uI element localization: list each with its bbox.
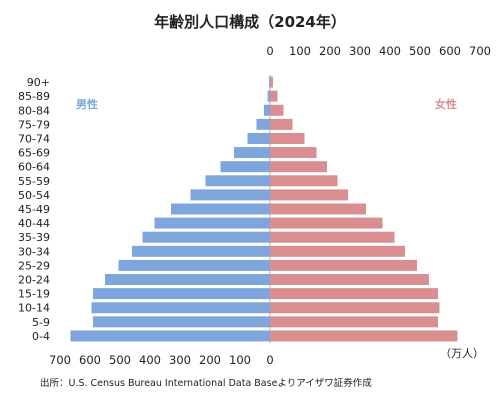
age-label-85-89: 85-89 [18,90,50,103]
bottom-tick-400: 400 [139,353,161,367]
top-tick-200: 200 [319,44,341,58]
male-bar-5-9 [93,316,270,328]
female-bar-40-44 [270,217,383,229]
male-bar-45-49 [171,203,270,215]
top-tick-100: 100 [289,44,311,58]
top-tick-500: 500 [409,44,431,58]
top-tick-400: 400 [379,44,401,58]
female-bar-85-89 [270,90,278,102]
legend-female: 女性 [435,97,457,111]
bottom-axis: 700 600 500 400 300 200 100 0 [49,353,274,367]
age-label-80-84: 80-84 [18,104,50,117]
male-bar-70-74 [247,132,270,144]
bottom-tick-200: 200 [199,353,221,367]
age-label-25-29: 25-29 [18,259,50,272]
bottom-tick-500: 500 [109,353,131,367]
male-bar-15-19 [93,288,270,300]
top-tick-0: 0 [266,44,273,58]
bottom-tick-700: 700 [49,353,71,367]
female-bar-55-59 [270,175,338,187]
bottom-tick-100: 100 [229,353,251,367]
unit-label: （万人） [440,347,484,360]
male-bar-30-34 [132,245,270,257]
male-bar-75-79 [256,118,270,130]
male-bar-35-39 [142,231,270,243]
female-bar-20-24 [270,274,429,286]
male-bar-20-24 [105,274,270,286]
age-label-90+: 90+ [27,76,50,89]
male-bar-90+ [269,76,270,88]
male-bar-55-59 [205,175,270,187]
female-bar-5-9 [270,316,438,328]
female-bar-15-19 [270,288,438,300]
bottom-tick-0: 0 [266,353,273,367]
age-label-45-49: 45-49 [18,203,50,216]
age-label-0-4: 0-4 [32,330,50,343]
male-bars [70,76,270,342]
age-label-70-74: 70-74 [18,132,50,145]
male-bar-65-69 [234,147,270,159]
female-bar-25-29 [270,259,417,271]
female-bar-90+ [270,76,273,88]
age-label-20-24: 20-24 [18,274,50,287]
top-tick-600: 600 [439,44,461,58]
female-bar-65-69 [270,147,317,159]
female-bar-70-74 [270,132,305,144]
top-tick-300: 300 [349,44,371,58]
female-bar-80-84 [270,104,284,116]
age-label-55-59: 55-59 [18,175,50,188]
age-label-60-64: 60-64 [18,161,50,174]
male-bar-80-84 [264,104,270,116]
age-label-10-14: 10-14 [18,302,50,315]
female-bar-0-4 [270,330,458,342]
female-bar-75-79 [270,118,293,130]
age-label-50-54: 50-54 [18,189,50,202]
age-label-40-44: 40-44 [18,217,50,230]
top-axis: 0 100 200 300 400 500 600 700 [266,44,491,58]
chart-title: 年齢別人口構成（2024年） [154,13,346,31]
female-bar-60-64 [270,161,327,173]
male-bar-60-64 [220,161,270,173]
male-bar-25-29 [118,259,270,271]
female-bar-50-54 [270,189,348,201]
female-bar-10-14 [270,302,440,314]
female-bar-30-34 [270,245,405,257]
male-bar-10-14 [91,302,270,314]
female-bar-35-39 [270,231,395,243]
age-label-5-9: 5-9 [32,316,50,329]
age-label-15-19: 15-19 [18,288,50,301]
age-label-65-69: 65-69 [18,147,50,160]
female-bars [270,76,458,342]
male-bar-40-44 [154,217,270,229]
male-bar-85-89 [267,90,270,102]
age-label-75-79: 75-79 [18,118,50,131]
female-bar-45-49 [270,203,366,215]
legend-male: 男性 [76,97,98,111]
male-bar-0-4 [70,330,270,342]
source-note: 出所：U.S. Census Bureau International Data… [40,377,372,389]
bottom-tick-300: 300 [169,353,191,367]
age-label-35-39: 35-39 [18,231,50,244]
top-tick-700: 700 [469,44,491,58]
male-bar-50-54 [190,189,270,201]
age-label-30-34: 30-34 [18,245,50,258]
bottom-tick-600: 600 [79,353,101,367]
